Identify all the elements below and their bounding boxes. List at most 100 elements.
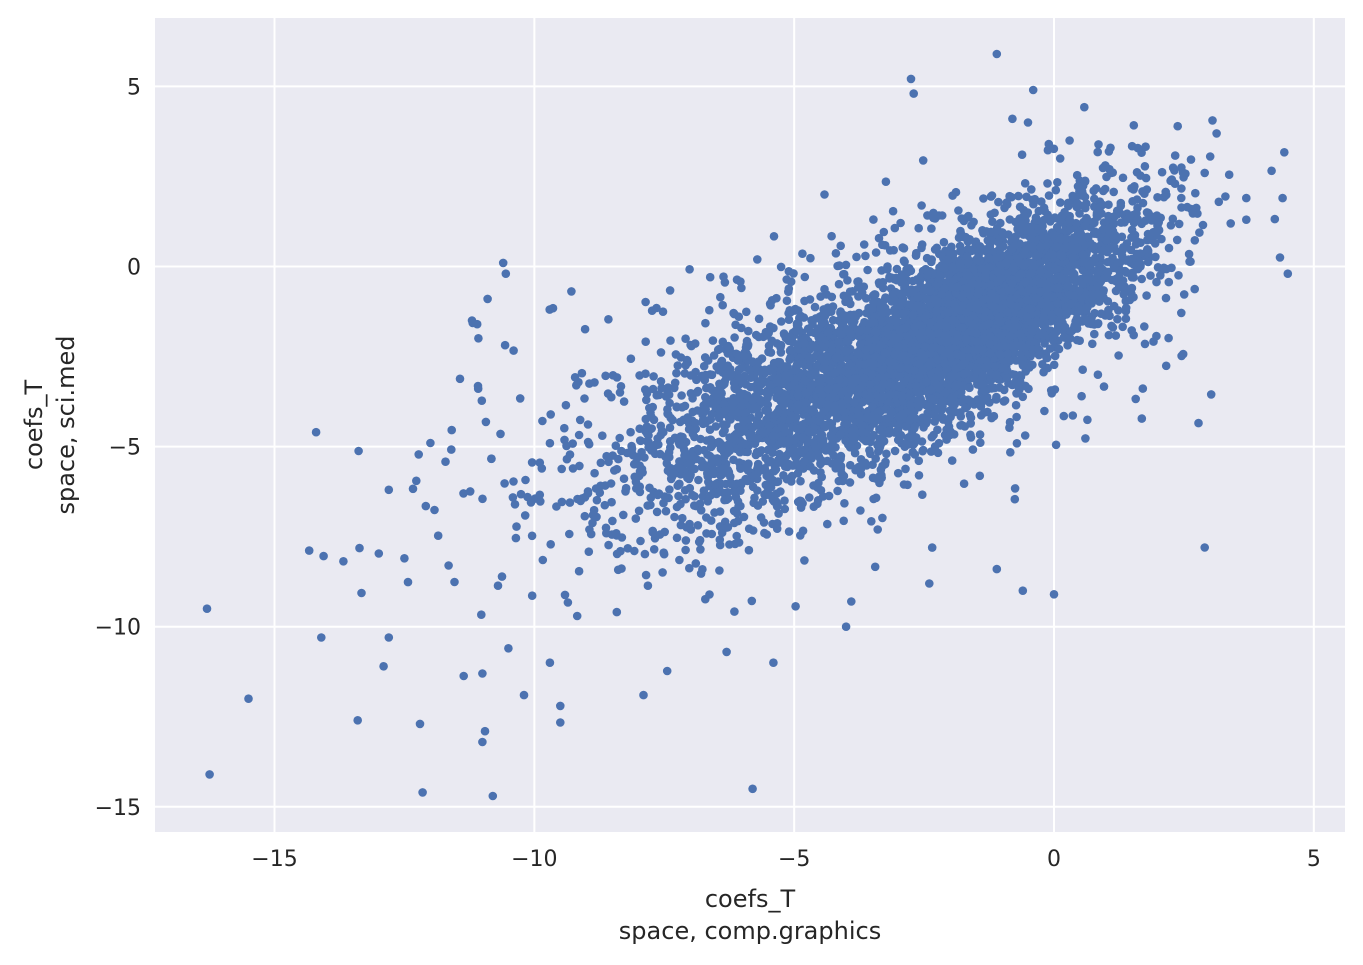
scatter-point <box>844 337 853 346</box>
scatter-point <box>698 565 707 574</box>
scatter-point <box>586 529 596 539</box>
scatter-point <box>487 454 496 464</box>
scatter-point <box>1173 121 1182 131</box>
scatter-point <box>1122 268 1131 277</box>
scatter-point <box>725 540 734 549</box>
scatter-point <box>782 296 792 306</box>
scatter-point <box>617 564 626 573</box>
scatter-point <box>496 429 505 439</box>
scatter-point <box>820 190 829 199</box>
scatter-point <box>869 215 878 224</box>
scatter-point <box>561 400 571 410</box>
scatter-point <box>881 177 891 186</box>
scatter-point <box>447 445 456 454</box>
scatter-point <box>843 276 852 285</box>
scatter-point <box>670 512 679 522</box>
scatter-point <box>966 430 975 440</box>
scatter-point <box>759 428 768 438</box>
scatter-point <box>619 510 628 520</box>
scatter-point <box>762 331 772 340</box>
scatter-point <box>1020 179 1030 188</box>
scatter-point <box>1113 314 1122 324</box>
scatter-point <box>769 232 779 241</box>
scatter-point <box>433 531 443 540</box>
scatter-point <box>656 377 666 386</box>
scatter-point <box>807 316 816 325</box>
scatter-point <box>890 223 900 233</box>
scatter-point <box>845 478 855 487</box>
scatter-point <box>1104 211 1113 221</box>
scatter-point <box>707 370 717 380</box>
scatter-point <box>798 249 807 258</box>
scatter-point <box>720 278 730 287</box>
scatter-point <box>685 563 694 573</box>
scatter-point <box>821 446 831 455</box>
scatter-point <box>707 410 716 419</box>
scatter-point <box>1121 314 1131 324</box>
scatter-point <box>730 333 739 342</box>
scatter-point <box>663 383 673 392</box>
scatter-point <box>659 498 668 508</box>
scatter-point <box>1142 208 1152 217</box>
scatter-point <box>665 423 675 433</box>
scatter-point <box>917 437 927 446</box>
scatter-point <box>1035 329 1045 339</box>
scatter-point <box>827 292 837 302</box>
scatter-point <box>715 522 725 531</box>
scatter-point <box>612 607 622 617</box>
scatter-point <box>1118 173 1128 183</box>
scatter-point <box>908 310 917 320</box>
scatter-point <box>703 497 713 506</box>
scatter-point <box>612 549 622 559</box>
scatter-point <box>1078 365 1087 375</box>
scatter-point <box>1081 434 1090 443</box>
scatter-point <box>827 433 836 442</box>
scatter-point <box>595 488 605 498</box>
scatter-point <box>441 457 450 467</box>
scatter-point <box>715 507 725 516</box>
scatter-point <box>729 455 738 465</box>
scatter-point <box>1043 179 1052 188</box>
scatter-point <box>678 432 687 442</box>
scatter-point <box>984 253 994 263</box>
scatter-point <box>658 568 667 577</box>
scatter-point <box>1053 178 1062 187</box>
scatter-point <box>839 516 848 526</box>
scatter-point <box>914 471 924 480</box>
scatter-point <box>874 233 884 243</box>
scatter-point <box>673 361 683 370</box>
scatter-point <box>666 469 676 479</box>
scatter-point <box>607 530 617 539</box>
scatter-point <box>672 402 682 412</box>
scatter-point <box>1104 200 1113 209</box>
scatter-point <box>1129 121 1139 130</box>
scatter-point <box>580 324 590 334</box>
scatter-point <box>917 201 926 210</box>
scatter-point <box>477 610 486 619</box>
scatter-point <box>753 255 762 264</box>
scatter-point <box>444 561 453 570</box>
scatter-point <box>824 491 834 501</box>
scatter-point <box>747 596 757 606</box>
scatter-point <box>1047 389 1057 398</box>
scatter-point <box>784 527 794 536</box>
scatter-point <box>1054 344 1064 354</box>
scatter-point <box>641 337 650 347</box>
scatter-point <box>917 243 926 253</box>
scatter-point <box>1024 384 1033 394</box>
scatter-point <box>776 348 786 357</box>
scatter-point <box>588 518 597 528</box>
scatter-point <box>823 519 832 529</box>
scatter-point <box>1108 323 1118 332</box>
scatter-point <box>680 447 690 457</box>
scatter-point <box>473 384 483 394</box>
scatter-point <box>995 383 1004 392</box>
scatter-point <box>641 369 650 379</box>
scatter-point <box>1143 257 1153 267</box>
scatter-point <box>967 221 976 230</box>
scatter-point <box>766 482 776 492</box>
scatter-point <box>1174 271 1183 280</box>
scatter-point <box>1017 150 1027 159</box>
scatter-point <box>527 458 537 467</box>
scatter-point <box>906 74 916 84</box>
